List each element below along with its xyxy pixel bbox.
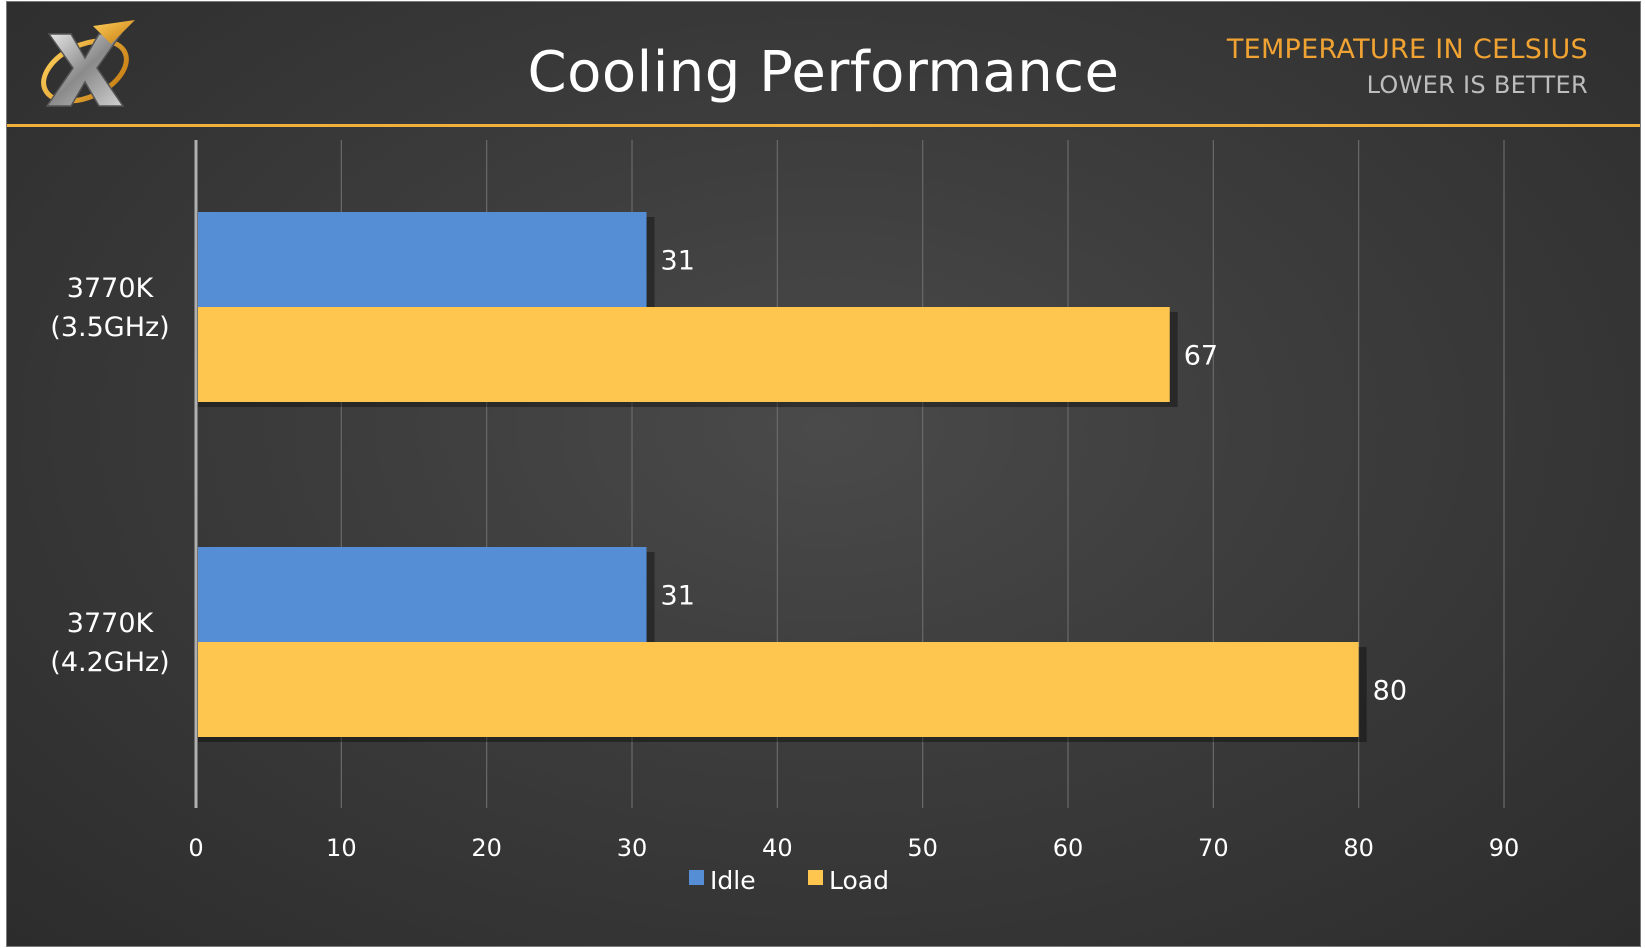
legend-swatch-load	[808, 870, 823, 885]
category-label: 3770K	[67, 608, 155, 639]
category-label: (3.5GHz)	[50, 312, 169, 343]
x-logo-icon	[41, 20, 135, 107]
bar-idle	[198, 212, 647, 307]
x-tick-label: 40	[762, 834, 793, 862]
chart-title: Cooling Performance	[527, 40, 1120, 105]
bar-idle	[198, 547, 647, 642]
x-tick-label: 50	[907, 834, 938, 862]
units-subtitle: TEMPERATURE IN CELSIUS	[1226, 34, 1588, 65]
hint-subtitle: LOWER IS BETTER	[1366, 71, 1588, 99]
legend-swatch-idle	[689, 870, 704, 885]
data-label: 80	[1373, 676, 1407, 707]
data-label: 67	[1184, 341, 1218, 372]
x-tick-label: 0	[188, 834, 203, 862]
x-tick-label: 90	[1489, 834, 1520, 862]
bar-load	[198, 642, 1359, 737]
x-tick-label: 80	[1343, 834, 1374, 862]
x-tick-label: 10	[326, 834, 357, 862]
category-label: 3770K	[67, 273, 155, 304]
category-label: (4.2GHz)	[50, 647, 169, 678]
x-tick-label: 20	[471, 834, 502, 862]
bar-chart: 0 10 20 30 40 50 60 70 80 90 3770K (3.5GHz) 31 67 3770…	[50, 140, 1520, 895]
bar-load	[198, 307, 1170, 402]
x-tick-label: 70	[1198, 834, 1229, 862]
chart-frame: Cooling Performance TEMPERATURE IN CELSI…	[6, 1, 1641, 947]
x-tick-label: 30	[617, 834, 648, 862]
legend-label-load: Load	[829, 866, 889, 895]
legend-label-idle: Idle	[710, 866, 756, 895]
x-tick-label: 60	[1053, 834, 1084, 862]
data-label: 31	[661, 246, 695, 277]
header-divider	[7, 124, 1640, 127]
data-label: 31	[661, 581, 695, 612]
